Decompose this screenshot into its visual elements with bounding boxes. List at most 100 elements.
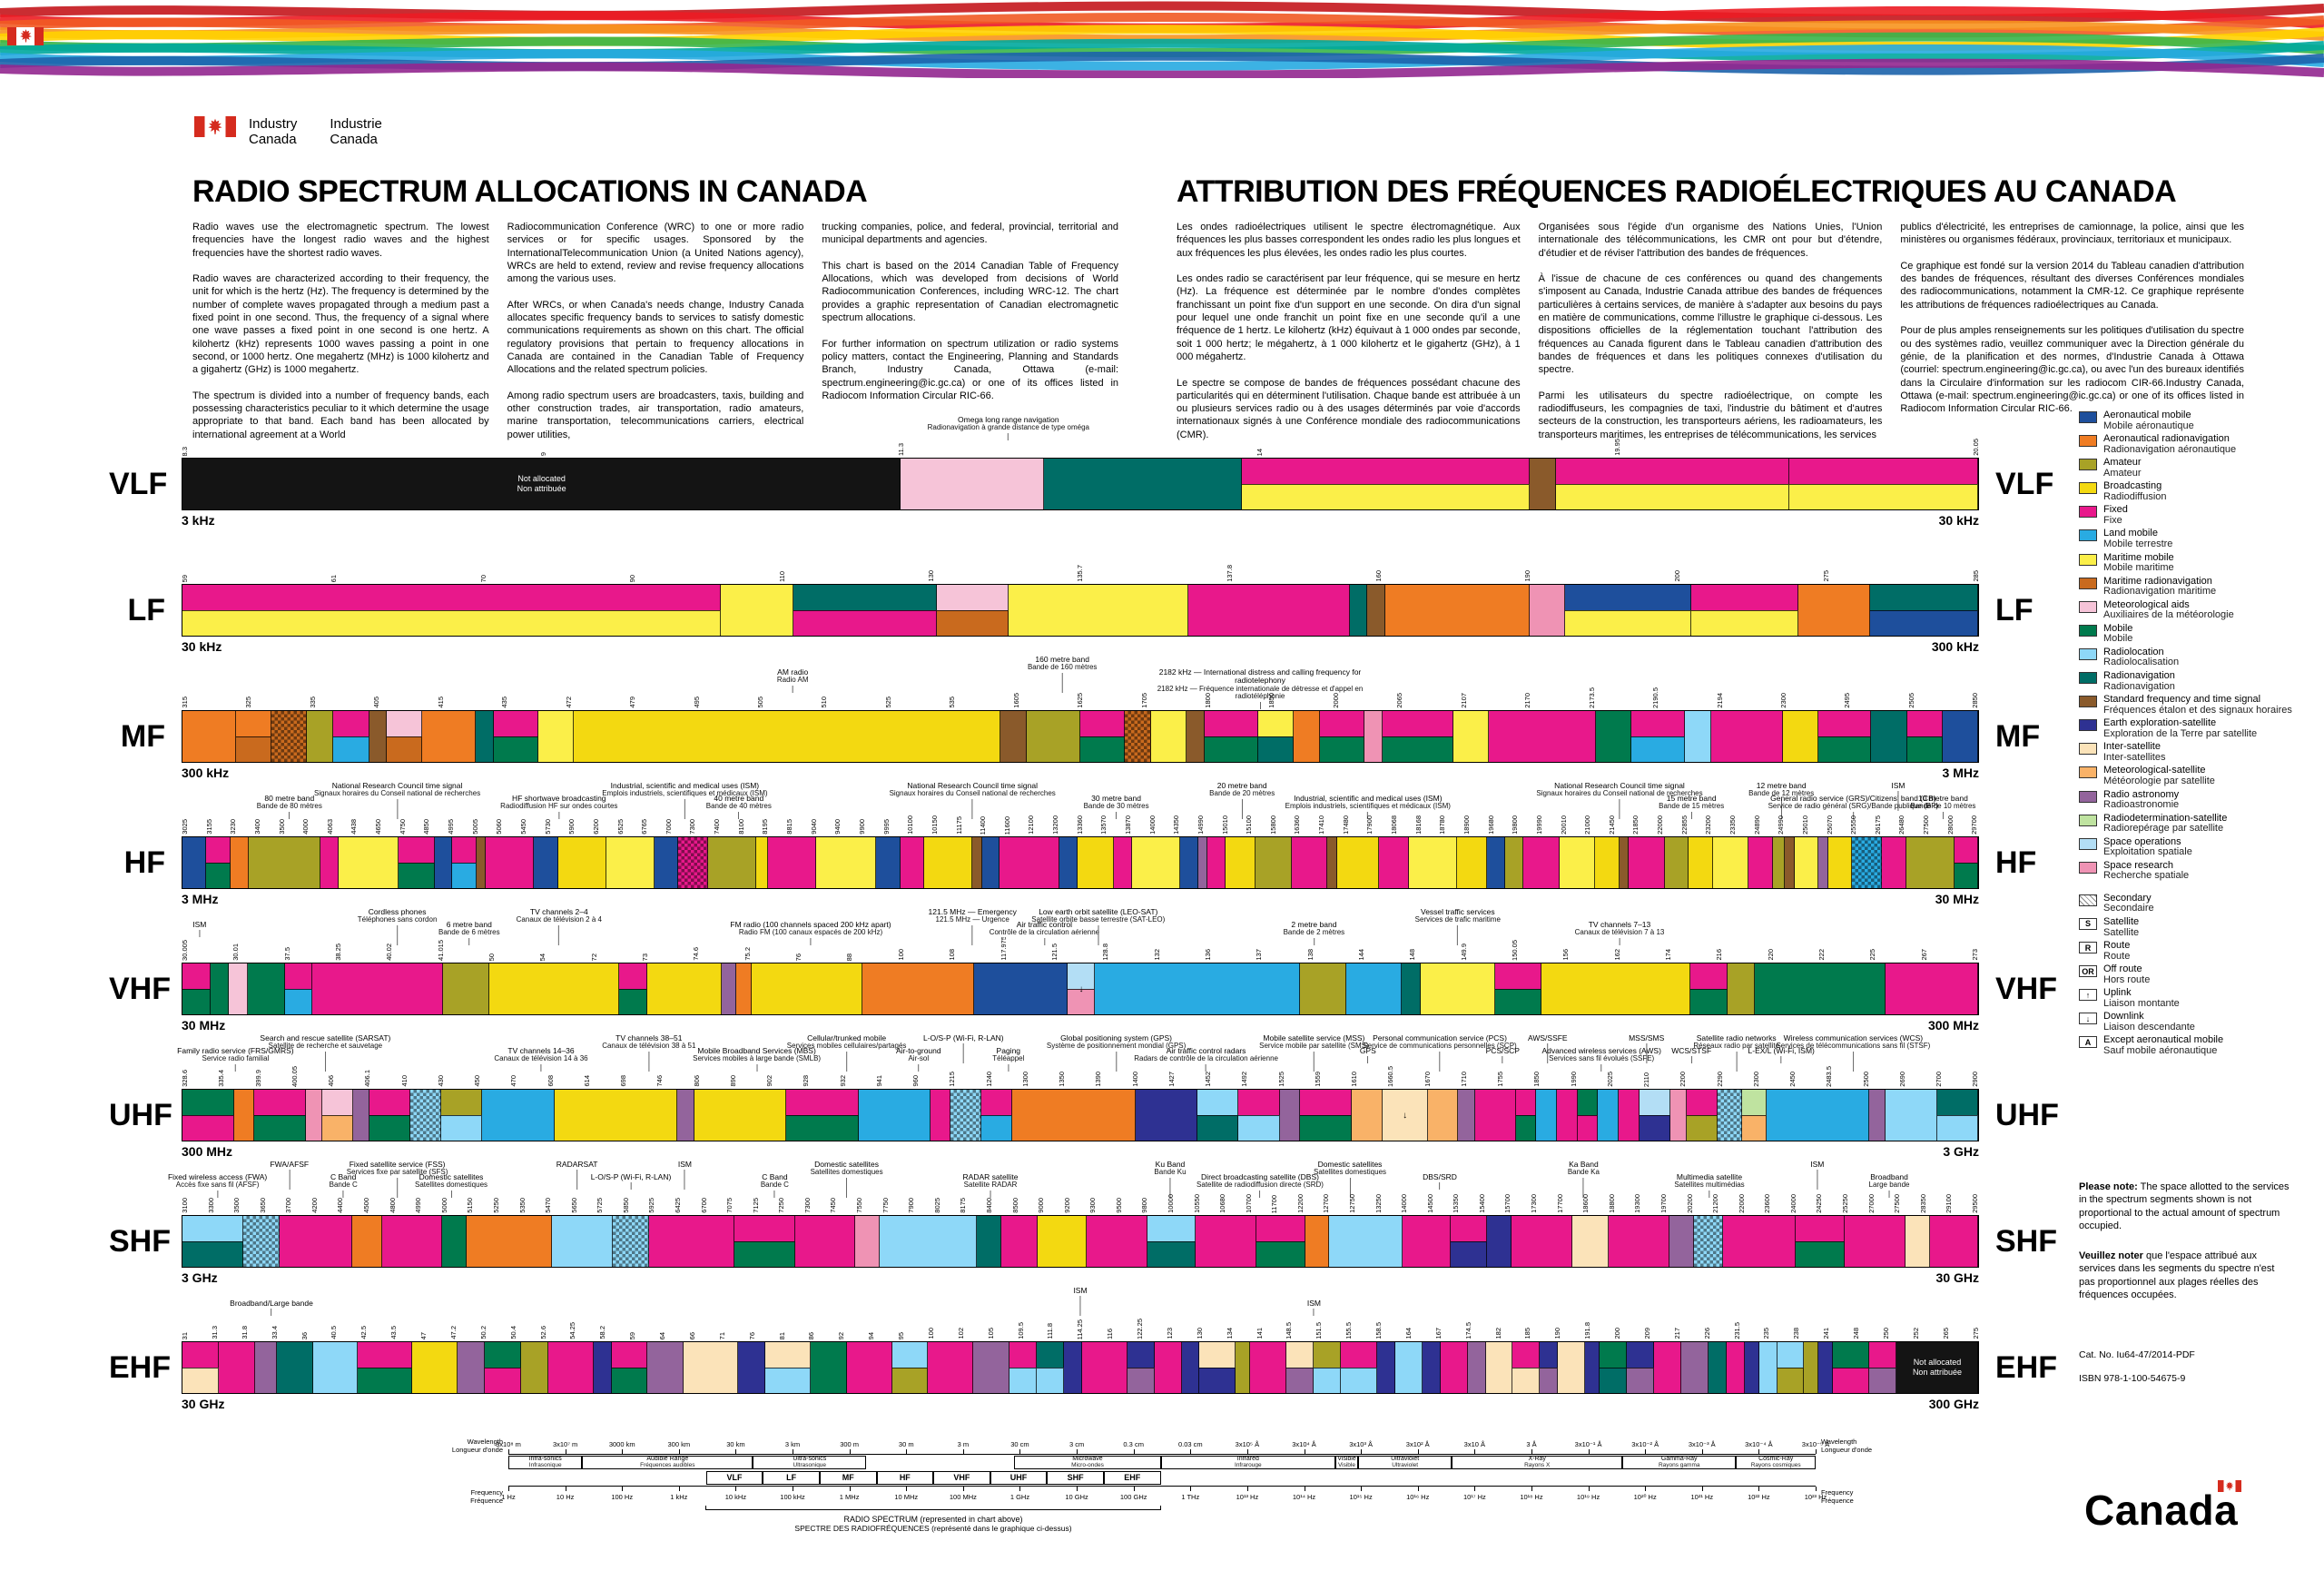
annotation-text-en: L-EX/L (Wi-Fi, ISM) — [1748, 1046, 1815, 1055]
allocation-ra — [1279, 1090, 1301, 1141]
legend-swatch — [2079, 790, 2097, 803]
annotation-text-fr: 2182 kHz — Fréquence internationale de d… — [1157, 684, 1364, 701]
legend-symbol-swatch: ↓ — [2079, 1013, 2097, 1025]
ruler-tick — [1758, 1487, 1760, 1491]
legend-label-en: Radiodetermination-satellite — [2103, 812, 2228, 824]
annotation: FWA/AFSF — [270, 1160, 309, 1191]
annotation-text-en: 80 metre band — [264, 794, 315, 803]
frequency-value: 1 Hz — [501, 1493, 516, 1501]
legend-swatch — [2079, 459, 2097, 471]
allocation-segment — [210, 963, 230, 1014]
tick-label: 273 — [1971, 949, 1979, 961]
tick-label: 470 — [509, 1075, 518, 1087]
tick-label: 9900 — [857, 819, 866, 835]
ruler-tick — [1474, 1487, 1476, 1491]
allocation-segment — [233, 1090, 255, 1141]
annotation: Advanced wireless services (AWS) Services… — [1541, 1046, 1661, 1072]
allocation-rl — [182, 1216, 243, 1241]
allocation-fx — [1207, 837, 1226, 888]
zone-label-fr: Rayons cosmiques — [1750, 1461, 1801, 1468]
band-end-frequency: 30 GHz — [1935, 1270, 1979, 1285]
legend-labels: Except aeronautical mobile Sauf mobile aé… — [2103, 1035, 2223, 1056]
allocation-segment — [1905, 1216, 1930, 1267]
ruler-tick — [1133, 1449, 1135, 1454]
ruler-tick — [1758, 1449, 1760, 1454]
allocation-segment — [1044, 459, 1243, 509]
allocation-lm — [1095, 963, 1300, 1014]
note-en-lead: Please note: — [2079, 1181, 2138, 1192]
allocation-bc — [412, 1342, 458, 1393]
spectrum-bar: ↓ — [182, 1089, 1979, 1141]
annotation-text-fr: Canaux de télévision 7 à 13 — [1574, 928, 1665, 937]
tick-label: 495 — [692, 697, 701, 708]
allocation-bc — [1078, 837, 1114, 888]
ruler-tick — [1190, 1487, 1192, 1491]
allocation-segment — [1600, 1342, 1628, 1393]
annotation-text-fr: Réseaux radio par satellite — [1693, 1042, 1780, 1051]
annotation-text-fr: Services de trafic maritime — [1414, 915, 1501, 924]
allocation-ee — [1818, 1342, 1834, 1393]
annotation-text-en: Global positioning system (GPS) — [1060, 1033, 1172, 1042]
annotation-text-fr: Contrôle de la circulation aérienne — [989, 928, 1100, 937]
annotation-text-fr: Bande Ku — [1154, 1168, 1187, 1177]
annotation-text-fr: Bande de 15 mètres — [1659, 802, 1725, 811]
annotation: Global positioning system (GPS) Système d… — [1047, 1033, 1186, 1072]
allocation-segment — [1942, 711, 1978, 762]
allocation-lm — [1631, 736, 1685, 762]
tick-label: 6700 — [699, 1198, 708, 1213]
allocation-segment — [369, 711, 388, 762]
annotation-text-fr: Satellites domestiques — [1313, 1168, 1387, 1177]
allocation-fx — [1929, 1216, 1979, 1267]
allocation-mo — [1689, 988, 1728, 1014]
annotation: C Band Bande C — [761, 1172, 789, 1199]
tick-label: 238 — [1792, 1328, 1801, 1339]
tick-label: 174 — [1663, 949, 1672, 961]
legend-item-bc: Broadcasting Radiodiffusion — [2079, 481, 2317, 502]
tick-label: 2505 — [1906, 693, 1915, 708]
annotation-leader — [1780, 799, 1782, 820]
tick-label: 15700 — [1503, 1194, 1512, 1213]
allocation-ee — [1181, 1342, 1200, 1393]
annotation-leader — [1780, 1056, 1782, 1064]
legend-label-fr: Sauf mobile aéronautique — [2103, 1044, 2218, 1056]
frequency-value: 10²⁰ Hz — [1633, 1493, 1657, 1501]
tick-label: 86 — [807, 1331, 816, 1339]
allocation-segment — [1012, 1090, 1137, 1141]
ruler-tick — [1077, 1487, 1078, 1491]
tick-label: 248 — [1852, 1328, 1860, 1339]
annotation-text-fr: Téléphones sans cordon — [357, 915, 438, 924]
tick-label: 14 — [1255, 448, 1264, 456]
allocation-fx — [1577, 1114, 1599, 1141]
tick-label: 11.3 — [897, 442, 905, 456]
band-end-frequency: 300 kHz — [1931, 639, 1979, 654]
tick-label: 52.6 — [538, 1326, 547, 1339]
annotation-leader — [217, 1191, 219, 1199]
allocation-is — [764, 1342, 811, 1368]
allocation-segment — [1609, 1216, 1670, 1267]
zone-label-en: Microwave — [1072, 1456, 1103, 1463]
zone-label-fr: Rayons gamma — [1658, 1461, 1700, 1468]
segment-symbol: ↓ — [1078, 983, 1084, 994]
allocation-segment — [1529, 585, 1566, 636]
tick-label: 1625 — [1076, 693, 1085, 708]
tick-label: 21450 — [1607, 815, 1616, 835]
allocation-segment — [1559, 837, 1596, 888]
tick-label: 1400 — [1130, 1072, 1139, 1087]
allocation-segment — [1512, 1216, 1573, 1267]
annotation-leader — [1367, 812, 1369, 820]
tick-label: 3400 — [252, 819, 261, 835]
allocation-segment — [678, 837, 709, 888]
tick-label: 4995 — [447, 819, 456, 835]
allocation-am — [434, 837, 453, 888]
annotation-leader — [1439, 1182, 1441, 1191]
band-name-left: MF — [120, 719, 165, 754]
allocation-mm — [721, 585, 793, 636]
annotation: Mobile satellite service (MSS) Service mo… — [1259, 1033, 1369, 1072]
annotation-text-en: General radio service (GRS)/Citizens' ba… — [1770, 794, 1936, 803]
legend-label-fr: Radioastronomie — [2103, 799, 2180, 811]
allocation-segment: ↓ — [1382, 1090, 1428, 1141]
tick-label: 5000 — [439, 1198, 448, 1213]
allocation-fx — [900, 837, 925, 888]
tick-label: 148.5 — [1285, 1322, 1294, 1339]
band-name-right: HF — [1995, 845, 2037, 880]
